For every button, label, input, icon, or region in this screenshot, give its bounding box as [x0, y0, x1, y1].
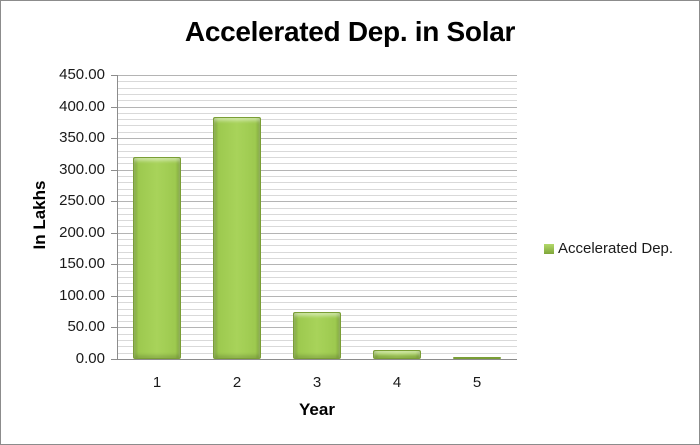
gridline [117, 125, 517, 127]
gridline [117, 169, 517, 171]
gridline [117, 302, 517, 304]
y-tick-label: 250.00 [59, 192, 105, 210]
gridline [117, 144, 517, 146]
bar-year-3 [293, 311, 341, 359]
gridline [117, 87, 517, 89]
gridline [117, 194, 517, 196]
gridline [117, 163, 517, 165]
gridline [117, 100, 517, 102]
gridline [117, 201, 517, 203]
gridline [117, 75, 517, 76]
x-tick-label: 1 [152, 374, 162, 391]
gridline [117, 188, 517, 190]
y-tick-mark [111, 359, 117, 360]
bar-year-1 [133, 157, 181, 359]
y-tick-label: 0.00 [75, 350, 105, 367]
gridline [117, 81, 517, 83]
y-tick-label: 100.00 [59, 286, 105, 304]
y-tick-mark [111, 169, 117, 171]
y-tick-mark [111, 327, 117, 329]
x-tick-label: 3 [312, 374, 322, 391]
x-tick-label: 4 [392, 374, 402, 391]
gridline [117, 270, 517, 272]
y-tick-label: 200.00 [59, 223, 105, 241]
chart-title: Accelerated Dep. in Solar [184, 16, 516, 47]
gridline [117, 239, 517, 241]
y-tick-label: 50.00 [67, 318, 105, 336]
y-tick-mark [111, 232, 117, 234]
gridline [117, 213, 517, 215]
bar-year-4 [373, 350, 421, 359]
gridline [117, 283, 517, 285]
y-tick-mark [111, 264, 117, 266]
gridline [117, 251, 517, 253]
x-axis [111, 359, 517, 360]
gridline [117, 157, 517, 159]
gridline [117, 175, 517, 177]
y-tick-label: 300.00 [59, 160, 105, 178]
gridline [117, 295, 517, 297]
y-tick-label: 400.00 [59, 97, 105, 115]
gridline [117, 289, 517, 291]
gridline [117, 264, 517, 266]
gridline [117, 112, 517, 114]
y-tick-mark [111, 201, 117, 203]
x-tick-label: 5 [472, 374, 482, 391]
legend: Accelerated Dep. [544, 240, 673, 257]
legend-label: Accelerated Dep. [558, 240, 674, 257]
y-tick-mark [111, 75, 117, 76]
y-tick-label: 350.00 [59, 129, 105, 147]
gridline [117, 106, 517, 108]
x-axis-title: Year [299, 400, 335, 419]
gridline [117, 276, 517, 278]
bar-year-5 [453, 357, 501, 359]
gridline [117, 93, 517, 95]
gridline [117, 258, 517, 260]
gridline [117, 245, 517, 247]
gridline [117, 207, 517, 209]
gridline [117, 150, 517, 152]
y-tick-label: 450.00 [59, 66, 105, 83]
y-axis-title: In Lakhs [30, 180, 49, 250]
gridline [117, 308, 517, 310]
gridline [117, 220, 517, 222]
gridline [117, 131, 517, 133]
gridline [117, 232, 517, 234]
bar-year-2 [213, 116, 261, 359]
gridline [117, 226, 517, 228]
y-tick-mark [111, 138, 117, 140]
y-axis [117, 75, 118, 359]
gridline [117, 182, 517, 184]
x-tick-label: 2 [232, 374, 242, 391]
y-tick-label: 150.00 [59, 255, 105, 273]
legend-swatch-icon [544, 243, 554, 254]
gridline [117, 138, 517, 140]
y-tick-mark [111, 106, 117, 108]
y-tick-mark [111, 295, 117, 297]
gridline [117, 119, 517, 121]
